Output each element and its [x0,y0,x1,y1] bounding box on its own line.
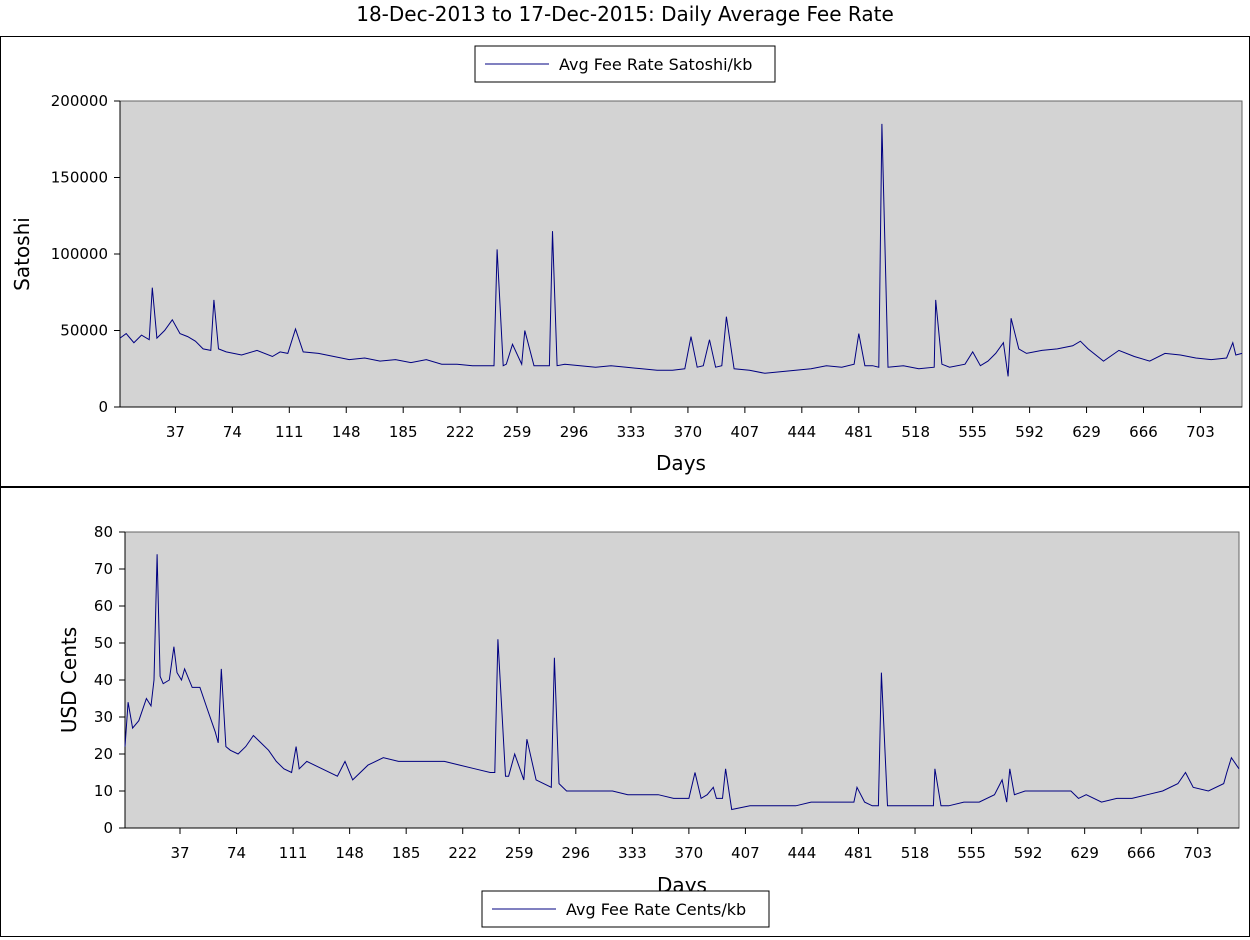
x-tick-label: 296 [561,844,590,862]
x-tick-label: 518 [901,423,930,441]
legend: Avg Fee Rate Satoshi/kb [474,45,776,83]
x-tick-label: 185 [389,423,418,441]
figure-title: 18-Dec-2013 to 17-Dec-2015: Daily Averag… [356,2,894,26]
y-tick-label: 10 [94,782,113,800]
chart-panel-usd-cents: 0 10 20 30 40 50 60 70 80 37 74 111 148 185 222 259 296 3… [0,486,1250,937]
y-tick-label: 200000 [51,92,108,110]
series-line-0 [124,554,1240,811]
y-tick-label: 50000 [60,322,108,340]
plot-area [119,100,1243,408]
x-tick-label: 555 [958,423,987,441]
legend-label: Avg Fee Rate Cents/kb [566,900,746,919]
x-tick-label: 629 [1070,844,1099,862]
y-axis-label: Satoshi [10,217,34,291]
x-tick-label: 703 [1186,423,1215,441]
y-tick-label: 80 [94,523,113,541]
x-axis-label: Days [656,451,706,475]
x-tick-label: 444 [788,844,817,862]
x-tick-label: 148 [335,844,364,862]
x-tick-label: 296 [560,423,589,441]
y-tick-label: 150000 [51,169,108,187]
x-tick-label: 666 [1127,844,1156,862]
x-tick-label: 37 [170,844,189,862]
chart-usd-cents: 0 10 20 30 40 50 60 70 80 37 74 111 148 185 222 259 296 3… [57,523,1240,928]
y-tick-label: 100000 [51,245,108,263]
x-tick-label: 703 [1183,844,1212,862]
series-line-0 [119,123,1243,377]
y-tick-label: 0 [103,819,113,837]
x-tick-label: 407 [731,423,760,441]
legend: Avg Fee Rate Cents/kb [481,890,770,928]
x-tick-label: 518 [901,844,930,862]
x-tick-label: 407 [731,844,760,862]
chart-satoshi: 0 50000 100000 150000 200000 37 74 111 148 185 222… [10,45,1243,475]
x-tick-label: 74 [223,423,242,441]
x-tick-label: 666 [1129,423,1158,441]
plot-area [124,531,1240,829]
y-tick-label: 50 [94,634,113,652]
y-tick-label: 0 [98,398,108,416]
x-tick-label: 148 [332,423,361,441]
y-tick-label: 30 [94,708,113,726]
x-tick-label: 259 [503,423,532,441]
x-tick-label: 629 [1072,423,1101,441]
x-tick-label: 259 [505,844,534,862]
legend-label: Avg Fee Rate Satoshi/kb [559,55,752,74]
x-tick-label: 333 [618,844,647,862]
y-tick-label: 40 [94,671,113,689]
x-tick-label: 555 [957,844,986,862]
y-tick-label: 60 [94,597,113,615]
x-tick-label: 370 [674,423,703,441]
chart-panel-satoshi: 0 50000 100000 150000 200000 37 74 111 148 185 222… [0,36,1250,488]
x-tick-label: 111 [275,423,304,441]
x-tick-label: 444 [787,423,816,441]
x-tick-label: 185 [392,844,421,862]
y-axis-label: USD Cents [57,627,81,733]
x-tick-label: 74 [227,844,246,862]
x-tick-label: 37 [166,423,185,441]
x-tick-label: 370 [675,844,704,862]
x-tick-label: 592 [1014,844,1043,862]
x-tick-label: 222 [446,423,475,441]
x-tick-label: 222 [448,844,477,862]
x-tick-label: 333 [617,423,646,441]
x-tick-label: 111 [279,844,308,862]
y-tick-label: 70 [94,560,113,578]
y-tick-label: 20 [94,745,113,763]
x-tick-label: 481 [844,844,873,862]
x-tick-label: 481 [844,423,873,441]
x-tick-label: 592 [1015,423,1044,441]
